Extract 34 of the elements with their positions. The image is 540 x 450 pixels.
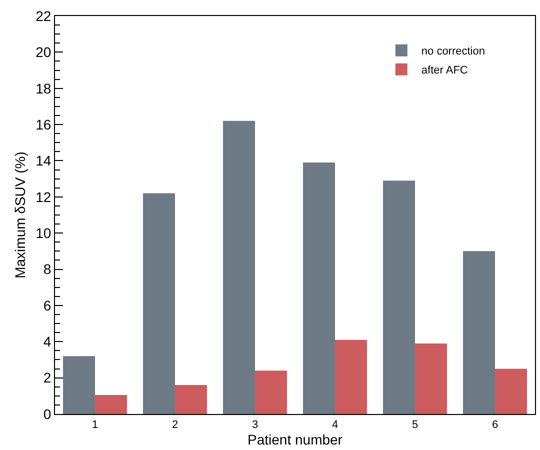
y-tick-label: 4 <box>43 334 52 350</box>
legend-label: after AFC <box>421 64 468 77</box>
x-tick-label: 4 <box>332 419 338 432</box>
x-tick-label: 3 <box>252 419 258 432</box>
y-tick-label: 12 <box>36 188 52 205</box>
bar <box>463 251 495 414</box>
y-tick-label: 2 <box>43 370 52 386</box>
bar <box>175 385 207 414</box>
y-tick-label: 16 <box>36 116 52 132</box>
x-tick-label: 1 <box>92 419 98 432</box>
y-tick-label: 22 <box>36 8 52 24</box>
bar <box>335 340 367 414</box>
bar <box>415 343 447 414</box>
x-tick-label: 6 <box>492 419 498 432</box>
x-axis-title: Patient number <box>248 432 343 448</box>
y-tick-label: 20 <box>36 44 52 60</box>
y-tick-label: 0 <box>43 406 52 422</box>
bar <box>303 162 335 414</box>
legend-label: no correction <box>421 46 485 58</box>
y-tick-label: 18 <box>36 80 52 96</box>
bar <box>383 180 415 414</box>
bar <box>143 193 175 414</box>
y-tick-label: 6 <box>43 297 52 314</box>
bar <box>63 356 95 414</box>
bar <box>223 120 255 414</box>
y-tick-label: 8 <box>43 261 52 278</box>
y-tick-label: 10 <box>36 224 52 241</box>
bar <box>95 395 127 414</box>
x-tick-label: 2 <box>172 419 178 432</box>
bar <box>255 370 287 414</box>
y-axis-title: Maximum δSUV (%) <box>12 152 28 278</box>
bar <box>495 368 527 414</box>
y-tick-label: 14 <box>36 152 52 169</box>
x-tick-label: 5 <box>412 419 418 432</box>
